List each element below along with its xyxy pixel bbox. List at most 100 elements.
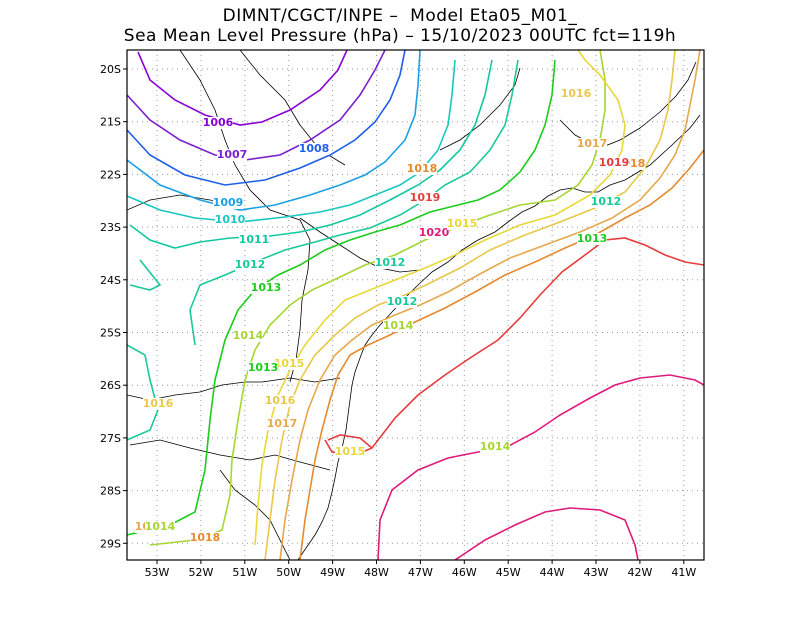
lat-tick-label: 23S	[100, 221, 121, 234]
lon-tick-label: 50W	[276, 566, 301, 579]
lon-tick-label: 49W	[320, 566, 345, 579]
contour-label-1007: 1007	[217, 148, 248, 161]
state-border-pr-sc	[261, 377, 341, 383]
lat-tick-label: 28S	[100, 485, 121, 498]
contour-label-1019: 1019	[599, 156, 630, 169]
isobar-1019	[324, 237, 704, 456]
lon-tick-label: 51W	[232, 566, 257, 579]
isobar-1020-south	[454, 507, 639, 560]
contour-label-1020: 1020	[419, 226, 450, 239]
contour-label-bg	[410, 192, 440, 204]
contour-label-1012: 1012	[387, 295, 418, 308]
isobar-1008	[127, 50, 406, 186]
contour-label-1006: 1006	[203, 116, 234, 129]
contour-label-1016: 1016	[265, 394, 296, 407]
lat-tick-label: 29S	[100, 537, 121, 550]
state-border-sc-rs	[129, 439, 331, 471]
lon-tick-label: 53W	[145, 566, 170, 579]
lat-tick-label: 20S	[100, 63, 121, 76]
contour-label-1012: 1012	[591, 195, 622, 208]
contour-label-1012: 1012	[235, 258, 266, 271]
latitude-axis: 20S 21S 22S 23S 24S 25S 26S 27S 28S 29S	[100, 63, 127, 550]
contour-label-bg	[251, 282, 281, 294]
contour-label-bg	[577, 138, 607, 150]
contour-label-1015: 1015	[447, 217, 478, 230]
contour-label-1017: 1017	[577, 137, 608, 150]
contour-label-1016: 1016	[143, 397, 174, 410]
contour-label-1019: 1019	[410, 191, 441, 204]
lon-tick-label: 46W	[452, 566, 477, 579]
contour-label-1018: 1018	[407, 162, 438, 175]
isobar-1014	[149, 50, 606, 546]
contour-label-bg	[599, 157, 629, 169]
contour-label-bg	[299, 143, 329, 155]
state-border-sp-mg	[439, 67, 521, 151]
isobar-1017	[279, 50, 701, 560]
lat-tick-label: 22S	[100, 168, 121, 181]
contour-label-1014: 1014	[383, 319, 414, 332]
contour-label-bg	[215, 214, 245, 226]
isobar-1018	[299, 149, 704, 560]
lat-tick-label: 24S	[100, 274, 121, 287]
contour-label-bg	[480, 441, 510, 453]
lat-tick-label: 26S	[100, 379, 121, 392]
contour-label-1013: 1013	[248, 361, 279, 374]
lat-tick-label: 25S	[100, 327, 121, 340]
contour-label-1017: 1017	[267, 417, 298, 430]
contour-label-1014: 1014	[145, 520, 176, 533]
contour-label-bg	[190, 532, 220, 544]
contour-label-1013: 1013	[577, 232, 608, 245]
contour-label-bg	[217, 149, 247, 161]
contour-label-1018: 1018	[190, 531, 221, 544]
contour-label-bg	[203, 117, 233, 129]
contour-label-bg	[248, 362, 278, 374]
contour-label-1011: 1011	[239, 233, 270, 246]
contour-label-bg	[447, 218, 477, 230]
isobar-1012-a	[129, 59, 519, 346]
river-parana	[179, 50, 311, 383]
lon-tick-label: 43W	[584, 566, 609, 579]
contour-label-1013: 1013	[251, 281, 282, 294]
contour-label-bg	[235, 259, 265, 271]
contour-label-bg	[335, 446, 365, 458]
isobar-1006	[137, 50, 348, 126]
coastline	[297, 114, 701, 560]
contour-label-bg	[239, 234, 269, 246]
isobar-1007	[127, 50, 386, 161]
contour-label-1014: 1014	[480, 440, 511, 453]
contour-label-bg	[577, 233, 607, 245]
lon-tick-label: 52W	[188, 566, 213, 579]
state-border-sp-pr	[299, 217, 421, 273]
isobar-1020	[377, 374, 704, 560]
isobar-1016	[264, 50, 676, 560]
isobar-contours	[127, 50, 704, 560]
isobar-1015	[254, 50, 626, 546]
contour-label-bg	[407, 163, 437, 175]
lon-tick-label: 42W	[627, 566, 652, 579]
isobar-1010	[127, 59, 456, 223]
contour-label-bg	[561, 88, 591, 100]
map-title-line2: Sea Mean Level Pressure (hPa) – 15/10/20…	[123, 26, 677, 46]
contour-label-bg	[265, 395, 295, 407]
contour-label-bg	[145, 521, 175, 533]
lon-tick-label: 47W	[408, 566, 433, 579]
lon-tick-label: 48W	[364, 566, 389, 579]
state-border-mg-rj	[559, 61, 697, 149]
contour-label-bg	[233, 330, 263, 342]
isobar-1009	[127, 50, 421, 211]
contour-label-1009: 1009	[213, 196, 244, 209]
contour-label-bg	[383, 320, 413, 332]
lon-tick-label: 44W	[540, 566, 565, 579]
contour-label-1012: 1012	[375, 256, 406, 269]
contour-label-bg	[274, 358, 304, 370]
contour-label-1014: 1014	[233, 329, 264, 342]
contour-label-bg	[213, 197, 243, 209]
lon-tick-label: 45W	[496, 566, 521, 579]
contour-label-bg	[143, 398, 173, 410]
lat-tick-label: 21S	[100, 116, 121, 129]
longitude-axis: 53W 52W 51W 50W 49W 48W 47W 46W 45W 44W 43W 42W 41W	[145, 560, 696, 579]
isobar-1013	[127, 59, 556, 536]
contour-label-bg	[419, 227, 449, 239]
contour-label-bg	[387, 296, 417, 308]
